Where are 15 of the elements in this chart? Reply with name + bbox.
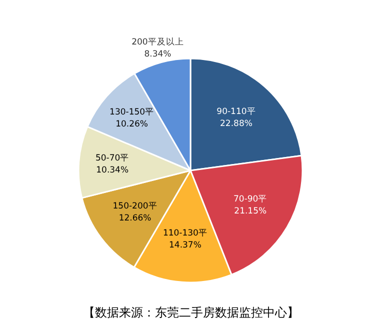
data-label: 10.34% [96, 165, 129, 176]
data-label: 22.88% [220, 119, 252, 130]
slice-label: 50-70平 [95, 153, 130, 164]
data-label: 10.26% [116, 120, 148, 130]
slice-label: 200平及以上 [132, 36, 184, 48]
data-label: 14.37% [169, 240, 202, 251]
data-label: 12.66% [118, 213, 152, 224]
slice-label: 90-110平 [216, 107, 256, 118]
slice-label: 130-150平 [110, 108, 154, 118]
data-label: 21.15% [234, 206, 267, 217]
text: 【数据来源：东莞二手房数据监控中心】 [83, 306, 299, 320]
slice-label: 70-90平 [234, 194, 268, 205]
slice-label: 110-130平 [162, 228, 208, 239]
data-label: 8.34% [144, 49, 172, 60]
slice-label: 150-200平 [112, 201, 158, 212]
